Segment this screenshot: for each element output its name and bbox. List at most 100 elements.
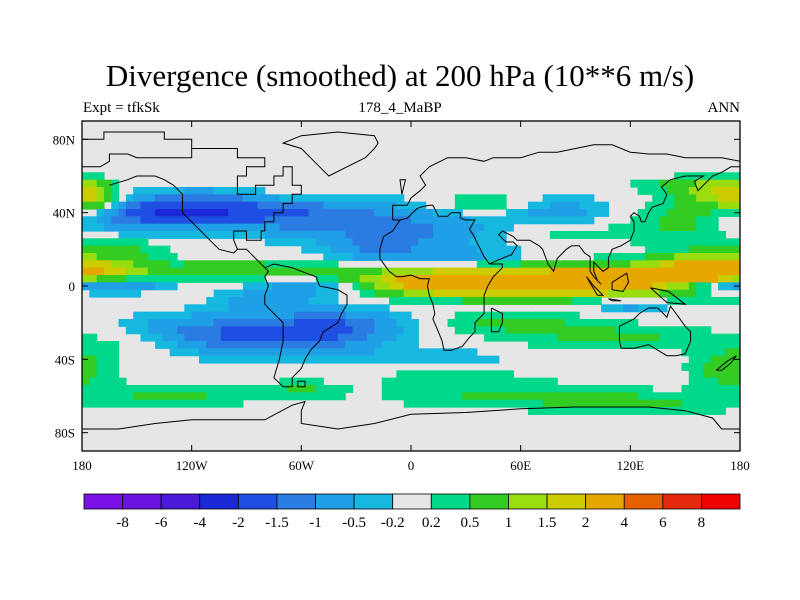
field-cell [447, 275, 456, 283]
field-cell [644, 275, 653, 283]
field-cell [191, 201, 200, 210]
field-cell [506, 333, 514, 342]
field-cell [535, 319, 544, 327]
field-cell [696, 194, 705, 203]
field-cell [96, 223, 105, 232]
field-cell [447, 377, 456, 386]
field-cell [264, 341, 273, 349]
field-cell [133, 267, 142, 276]
field-cell [447, 355, 456, 364]
field-cell [162, 260, 171, 269]
field-cell [440, 377, 449, 386]
field-cell [666, 253, 675, 261]
field-cell [250, 216, 259, 225]
field-cell [89, 238, 98, 247]
field-cell [381, 289, 390, 298]
field-cell [228, 392, 237, 401]
field-cell [206, 223, 215, 232]
field-cell [447, 385, 456, 393]
field-cell [506, 260, 514, 269]
field-cell [593, 333, 602, 342]
field-cell [140, 399, 149, 408]
field-cell [454, 385, 463, 393]
field-cell [323, 245, 332, 254]
field-cell [411, 201, 419, 210]
field-cell [286, 289, 295, 298]
field-cell [294, 289, 302, 298]
field-cell [681, 326, 690, 335]
field-cell [367, 238, 376, 247]
field-cell [696, 179, 705, 188]
field-cell [542, 260, 551, 269]
field-cell [403, 399, 412, 408]
field-cell [381, 392, 390, 401]
field-cell [732, 297, 740, 305]
field-cell [118, 282, 127, 291]
field-cell [133, 311, 142, 320]
field-cell [564, 194, 573, 203]
field-cell [169, 333, 178, 342]
field-cell [162, 187, 171, 195]
field-cell [425, 231, 434, 239]
field-cell [301, 311, 310, 320]
field-cell [491, 377, 500, 386]
field-cell [710, 223, 719, 232]
field-cell [666, 216, 675, 225]
field-cell [498, 289, 507, 298]
field-cell [220, 231, 229, 239]
field-cell [484, 267, 493, 276]
field-cell [184, 304, 193, 313]
field-cell [133, 201, 142, 210]
field-cell [89, 267, 98, 276]
field-cell [674, 172, 683, 181]
field-cell [527, 399, 536, 408]
field-cell [491, 355, 500, 364]
field-cell [637, 407, 646, 415]
field-cell [111, 370, 120, 379]
field-cell [294, 194, 302, 203]
field-cell [520, 326, 529, 335]
field-cell [520, 399, 529, 408]
field-cell [264, 348, 273, 357]
field-cell [184, 194, 193, 203]
field-cell [520, 260, 529, 269]
field-cell [644, 333, 653, 342]
field-cell [89, 201, 98, 210]
field-cell [688, 407, 697, 415]
field-cell [608, 267, 617, 276]
field-cell [454, 231, 463, 239]
field-cell [586, 231, 595, 239]
field-cell [703, 333, 712, 342]
field-cell [294, 385, 302, 393]
field-cell [462, 238, 471, 247]
field-cell [425, 223, 434, 232]
plot-area [81, 120, 741, 452]
field-cell [535, 341, 544, 349]
field-cell [381, 275, 390, 283]
field-cell [147, 231, 156, 239]
field-cell [96, 216, 105, 225]
field-cell [177, 341, 185, 349]
field-cell [359, 231, 368, 239]
field-cell [169, 187, 178, 195]
field-cell [593, 282, 602, 291]
field-cell [389, 385, 397, 393]
field-cell [118, 231, 127, 239]
field-cell [111, 223, 120, 232]
field-cell [294, 326, 302, 335]
field-cell [162, 333, 171, 342]
field-cell [513, 253, 522, 261]
field-cell [242, 392, 251, 401]
field-cell [644, 407, 653, 415]
field-cell [674, 209, 683, 217]
field-cell [659, 326, 668, 335]
field-cell [235, 289, 244, 298]
field-cell [337, 194, 346, 203]
field-cell [447, 399, 456, 408]
field-cell [82, 216, 90, 225]
colorbar-box [623, 493, 664, 510]
field-cell [169, 326, 178, 335]
field-cell [710, 355, 719, 364]
field-cell [381, 348, 390, 357]
field-cell [279, 194, 288, 203]
